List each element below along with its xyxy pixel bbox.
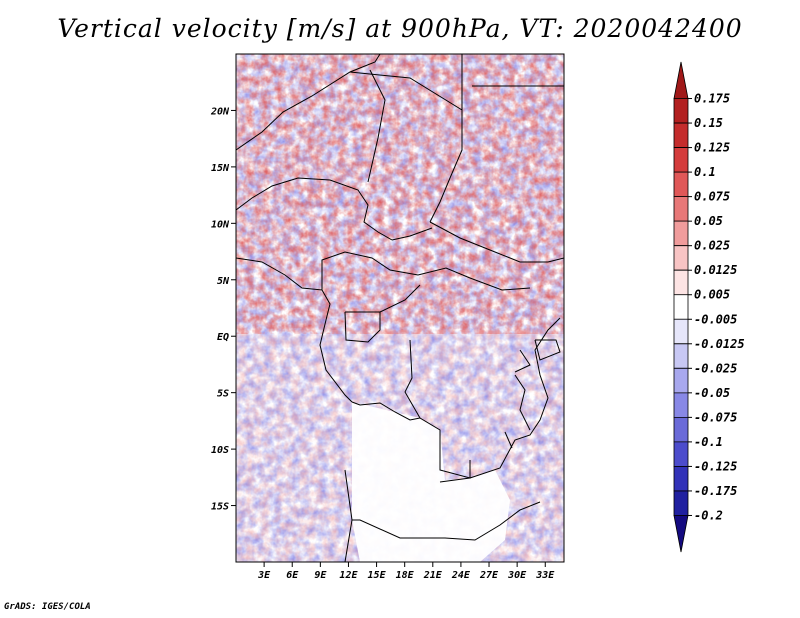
colorbar-label: 0.05 [694,214,723,228]
lat-tick-label: 20N [210,106,230,117]
lat-tick-label: EQ [217,332,229,343]
colorbar-swatch [673,269,689,296]
colorbar-label: -0.025 [694,361,737,375]
colorbar-label: -0.175 [694,484,737,498]
colorbar-label: -0.005 [694,312,737,326]
colorbar-swatch [673,416,689,443]
country-borders [236,54,564,562]
colorbar-swatch [673,490,689,516]
lat-tick-label: 5S [217,389,229,400]
colorbar-label: -0.0125 [694,337,745,351]
colorbar-label: -0.125 [694,459,737,473]
colorbar-label: -0.1 [694,435,723,449]
colorbar-swatch [673,61,689,99]
lat-tick-label: 15S [211,502,229,513]
lon-tick-label: 18E [396,570,415,581]
chart-title: Vertical velocity [m/s] at 900hPa, VT: 2… [57,14,743,43]
colorbar-swatch [673,171,689,198]
colorbar-label: 0.0125 [694,263,737,277]
colorbar-swatch [673,122,689,148]
colorbar-swatch [673,196,689,222]
colorbar-swatch [673,441,689,467]
colorbar-label: 0.025 [694,239,730,253]
lat-tick-label: 10S [211,445,229,456]
colorbar-label: -0.05 [694,386,730,400]
colorbar-label: 0.005 [694,288,730,302]
grads-credit: GrADS: IGES/COLA [4,602,91,612]
colorbar-label: -0.075 [694,410,737,424]
colorbar-label: 0.1 [694,165,716,179]
lon-tick-label: 12E [339,570,358,581]
lat-axis: 20N 15N 10N 5N EQ 5S 10S 15S [210,106,236,513]
lon-tick-label: 24E [451,570,471,581]
colorbar-swatch [673,343,689,369]
colorbar-swatch [673,98,689,124]
lon-tick-label: 3E [257,570,271,581]
colorbar-label: 0.15 [694,116,723,130]
colorbar-swatch [673,245,689,271]
colorbar-label: 0.125 [694,141,730,155]
map-field [236,54,564,562]
lon-tick-label: 15E [368,570,387,581]
colorbar: 0.175 0.15 0.125 0.1 0.075 0.05 0.025 0.0125 0.0… [673,61,745,553]
lon-tick-label: 27E [479,570,499,581]
colorbar-label: -0.2 [694,508,723,522]
colorbar-label: 0.175 [694,92,730,106]
lat-tick-label: 5N [217,276,230,287]
lat-tick-label: 15N [211,163,230,174]
colorbar-swatch [673,318,689,345]
lon-tick-label: 21E [423,570,443,581]
colorbar-swatch [673,392,689,418]
colorbar-swatch [673,466,689,492]
lat-tick-label: 10N [211,219,230,230]
lon-tick-label: 33E [535,570,555,581]
lon-tick-label: 6E [286,570,299,581]
lon-tick-label: 9E [314,570,327,581]
colorbar-label: 0.075 [694,190,730,204]
colorbar-swatch [673,294,689,320]
colorbar-swatch [673,367,689,394]
colorbar-swatch [673,147,689,173]
map-frame [235,53,565,563]
lon-axis: 3E 6E 9E 12E 15E 18E 21E 24E 27E 30E 33E [257,562,555,581]
colorbar-swatch [673,515,689,553]
lon-tick-label: 30E [507,570,527,581]
colorbar-swatch [673,220,689,247]
